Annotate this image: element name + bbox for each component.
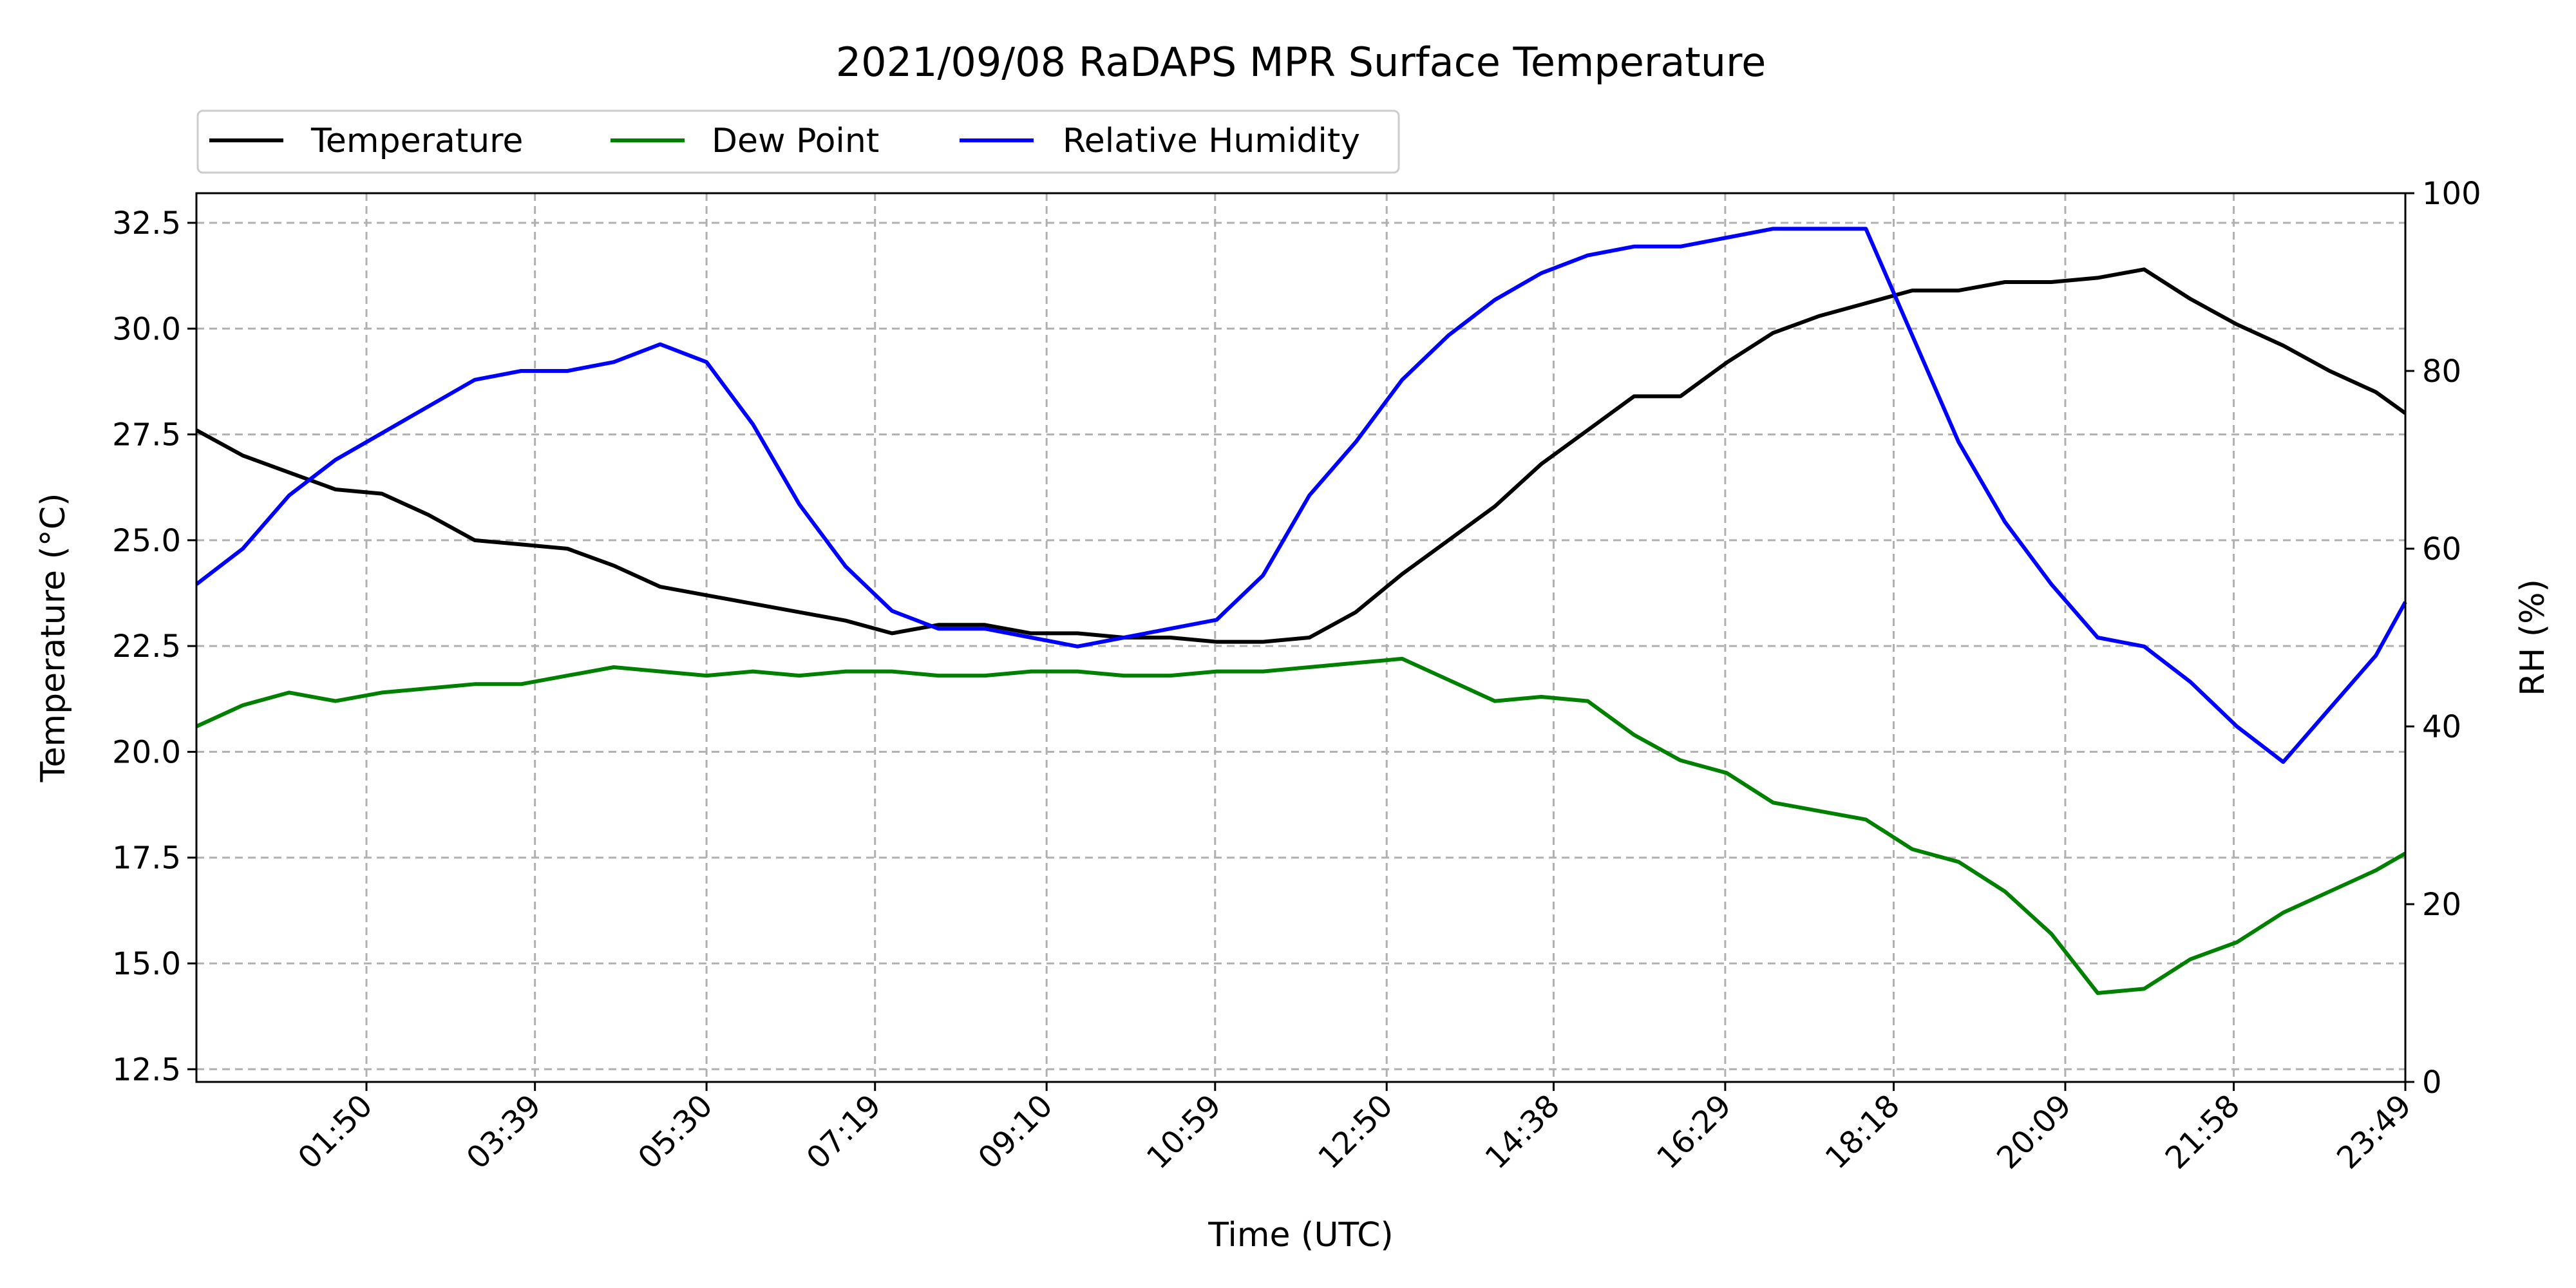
y2-tick-label: 20 (2422, 887, 2461, 923)
plot-frame (195, 192, 2407, 1083)
x-tick-label: 03:39 (460, 1088, 548, 1176)
y2-tick-label: 100 (2422, 176, 2481, 212)
x-tick-label: 01:50 (291, 1088, 379, 1176)
x-tick-label: 12:50 (1311, 1088, 1399, 1176)
chart-title: 2021/09/08 RaDAPS MPR Surface Temperatur… (836, 39, 1766, 86)
x-tick-label: 09:10 (971, 1088, 1059, 1176)
x-tick-label: 18:18 (1819, 1088, 1907, 1176)
y2-tick-label: 60 (2422, 531, 2461, 567)
legend-box (196, 109, 1400, 174)
series-line-temperature (195, 267, 2407, 644)
x-tick-label: 07:19 (800, 1088, 888, 1176)
grid-lines (196, 193, 2407, 1082)
y-axis-label: Temperature (°C) (34, 493, 73, 783)
x-tick-label: 05:30 (631, 1088, 719, 1176)
x-tick-label: 23:49 (2330, 1088, 2418, 1176)
y2-tick-label: 0 (2422, 1065, 2442, 1101)
series-lines (195, 227, 2407, 995)
series-line-dew-point (195, 656, 2407, 995)
series-line-relative-humidity (195, 227, 2407, 764)
axes: 12.5 15.0 17.5 20.0 22.5 25.0 27.5 30.0 32.5 0 20 4… (112, 176, 2481, 1176)
legend: Temperature Dew Point Relative Humidity (196, 109, 1400, 174)
legend-label-dew-point: Dew Point (712, 122, 879, 160)
y-tick-label: 15.0 (112, 946, 181, 982)
y-tick-label: 30.0 (112, 311, 181, 347)
legend-label-relative-humidity: Relative Humidity (1063, 122, 1360, 160)
x-tick-label: 16:29 (1650, 1088, 1738, 1176)
y-tick-label: 25.0 (112, 523, 181, 559)
y-tick-label: 22.5 (112, 629, 181, 665)
legend-label-temperature: Temperature (310, 122, 523, 160)
x-axis-label: Time (UTC) (1208, 1216, 1393, 1255)
y-tick-label: 20.0 (112, 734, 181, 770)
y-tick-label: 12.5 (112, 1052, 181, 1088)
y2-tick-label: 40 (2422, 709, 2461, 745)
y2-tick-label: 80 (2422, 354, 2461, 390)
x-tick-label: 20:09 (1990, 1088, 2078, 1176)
x-tick-label: 21:58 (2159, 1088, 2247, 1176)
y-tick-label: 17.5 (112, 840, 181, 876)
x-tick-label: 10:59 (1140, 1088, 1228, 1176)
y-tick-label: 32.5 (112, 205, 181, 242)
y2-axis-label: RH (%) (2514, 579, 2552, 696)
x-tick-label: 14:38 (1479, 1088, 1567, 1176)
y-tick-label: 27.5 (112, 417, 181, 453)
